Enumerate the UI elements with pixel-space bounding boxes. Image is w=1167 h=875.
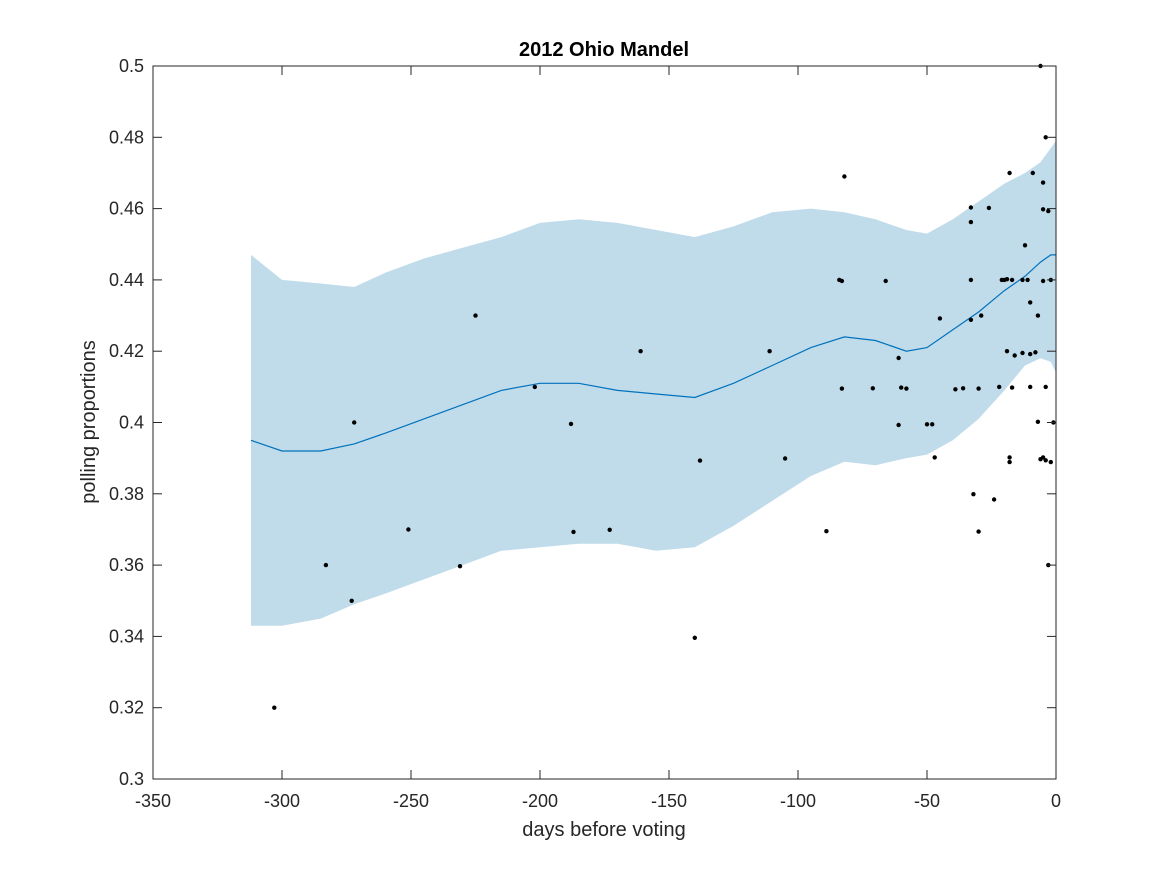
data-point-22 <box>883 278 888 284</box>
data-point-68 <box>1040 278 1046 284</box>
x-tick-label-4: -150 <box>651 791 687 811</box>
data-point-55 <box>1020 277 1025 283</box>
data-point-69 <box>1040 207 1046 212</box>
data-point-37 <box>971 492 976 497</box>
data-point-54 <box>1020 350 1025 356</box>
data-point-42 <box>991 497 997 502</box>
data-point-10 <box>607 527 612 532</box>
x-tick-label-6: -50 <box>914 791 940 811</box>
data-point-72 <box>1043 384 1048 390</box>
data-point-3 <box>352 420 357 425</box>
data-point-7 <box>532 384 537 390</box>
mean-line <box>250 254 1056 452</box>
data-point-1 <box>323 562 329 568</box>
y-tick-label-10: 0.5 <box>119 56 144 76</box>
data-point-8 <box>568 421 574 427</box>
data-point-60 <box>1028 300 1033 305</box>
data-point-0 <box>272 705 277 710</box>
data-point-36 <box>968 317 974 322</box>
data-point-62 <box>1033 350 1038 355</box>
data-point-33 <box>968 205 974 210</box>
data-point-29 <box>932 455 937 460</box>
data-point-21 <box>870 386 875 391</box>
data-point-73 <box>1043 458 1048 463</box>
data-point-5 <box>457 564 463 569</box>
data-point-51 <box>1009 385 1015 390</box>
data-point-56 <box>1022 243 1028 248</box>
data-point-39 <box>976 386 981 391</box>
data-point-28 <box>930 422 935 427</box>
x-tick-label-5: -100 <box>780 791 816 811</box>
x-tick-label-7: 0 <box>1051 791 1061 811</box>
data-point-59 <box>1028 351 1033 357</box>
data-point-63 <box>1035 313 1041 318</box>
plot-layer <box>250 63 1056 710</box>
chart-title: 2012 Ohio Mandel <box>519 39 689 61</box>
data-point-35 <box>968 277 974 283</box>
data-point-2 <box>349 598 354 603</box>
data-point-76 <box>1048 459 1054 465</box>
data-point-6 <box>473 313 478 318</box>
data-point-24 <box>896 422 901 428</box>
y-tick-label-1: 0.32 <box>109 698 144 718</box>
data-point-14 <box>767 349 772 354</box>
data-point-19 <box>839 386 845 391</box>
x-tick-label-2: -250 <box>393 791 429 811</box>
x-tick-label-3: -200 <box>522 791 558 811</box>
y-tick-label-0: 0.3 <box>119 769 144 789</box>
confidence-band <box>251 140 1056 626</box>
x-axis-title: days before voting <box>522 819 685 841</box>
data-point-74 <box>1046 208 1051 214</box>
data-point-25 <box>899 385 904 390</box>
data-point-4 <box>406 527 411 532</box>
data-point-9 <box>571 529 576 535</box>
data-point-70 <box>1040 455 1046 460</box>
data-point-27 <box>924 422 930 427</box>
data-point-46 <box>1004 277 1010 282</box>
y-tick-label-9: 0.48 <box>109 127 144 147</box>
data-point-47 <box>1004 349 1010 354</box>
data-point-15 <box>782 456 788 461</box>
data-point-16 <box>824 529 829 534</box>
data-point-30 <box>937 316 943 321</box>
y-tick-label-4: 0.38 <box>109 484 144 504</box>
data-point-50 <box>1007 459 1012 465</box>
data-point-20 <box>842 174 847 179</box>
data-point-34 <box>968 219 974 225</box>
y-tick-label-7: 0.44 <box>109 270 144 290</box>
data-point-49 <box>1007 455 1012 460</box>
data-point-31 <box>953 387 958 392</box>
data-point-61 <box>1030 170 1036 176</box>
axes-layer: -350 -300 -250 -200 -150 -100 -50 0 0.3 0.32 0.34 0… <box>109 56 1061 811</box>
data-point-67 <box>1040 180 1046 185</box>
data-point-57 <box>1025 277 1030 283</box>
data-point-48 <box>1007 170 1012 176</box>
data-point-12 <box>692 635 697 640</box>
y-tick-label-5: 0.4 <box>119 413 144 433</box>
data-point-38 <box>976 529 981 534</box>
data-point-41 <box>986 205 992 211</box>
y-tick-label-3: 0.36 <box>109 555 144 575</box>
data-point-18 <box>839 278 845 284</box>
data-point-52 <box>1009 277 1015 283</box>
data-point-26 <box>904 386 909 391</box>
data-point-11 <box>638 349 643 354</box>
y-tick-label-8: 0.46 <box>109 199 144 219</box>
data-point-43 <box>997 384 1002 390</box>
x-tick-label-1: -300 <box>264 791 300 811</box>
y-tick-label-2: 0.34 <box>109 626 144 646</box>
x-tick-label-0: -350 <box>135 791 171 811</box>
data-point-53 <box>1012 353 1017 358</box>
data-point-40 <box>979 313 984 318</box>
y-axis-title: polling proportions <box>78 340 100 503</box>
y-tick-label-6: 0.42 <box>109 341 144 361</box>
data-point-58 <box>1028 384 1033 390</box>
data-point-71 <box>1043 135 1048 140</box>
data-point-23 <box>896 355 901 361</box>
data-point-64 <box>1035 419 1041 424</box>
data-point-13 <box>697 458 703 463</box>
data-point-32 <box>960 386 966 391</box>
